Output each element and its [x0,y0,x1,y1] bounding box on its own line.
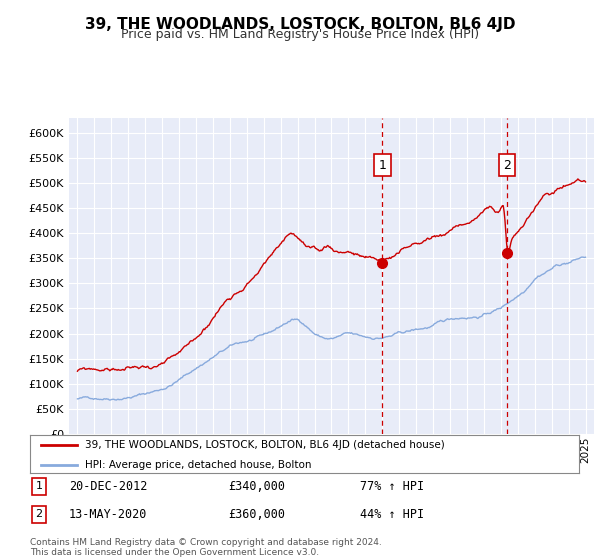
Text: 2: 2 [35,509,43,519]
Text: 77% ↑ HPI: 77% ↑ HPI [360,479,424,493]
Text: 2: 2 [503,159,511,172]
Text: £340,000: £340,000 [228,479,285,493]
Text: 39, THE WOODLANDS, LOSTOCK, BOLTON, BL6 4JD: 39, THE WOODLANDS, LOSTOCK, BOLTON, BL6 … [85,17,515,31]
Text: 1: 1 [379,159,386,172]
Text: 1: 1 [35,481,43,491]
Text: 13-MAY-2020: 13-MAY-2020 [69,507,148,521]
Text: 44% ↑ HPI: 44% ↑ HPI [360,507,424,521]
Text: 20-DEC-2012: 20-DEC-2012 [69,479,148,493]
Text: Price paid vs. HM Land Registry's House Price Index (HPI): Price paid vs. HM Land Registry's House … [121,28,479,41]
Text: HPI: Average price, detached house, Bolton: HPI: Average price, detached house, Bolt… [85,460,311,470]
Text: 39, THE WOODLANDS, LOSTOCK, BOLTON, BL6 4JD (detached house): 39, THE WOODLANDS, LOSTOCK, BOLTON, BL6 … [85,440,445,450]
Text: Contains HM Land Registry data © Crown copyright and database right 2024.
This d: Contains HM Land Registry data © Crown c… [30,538,382,557]
Text: £360,000: £360,000 [228,507,285,521]
